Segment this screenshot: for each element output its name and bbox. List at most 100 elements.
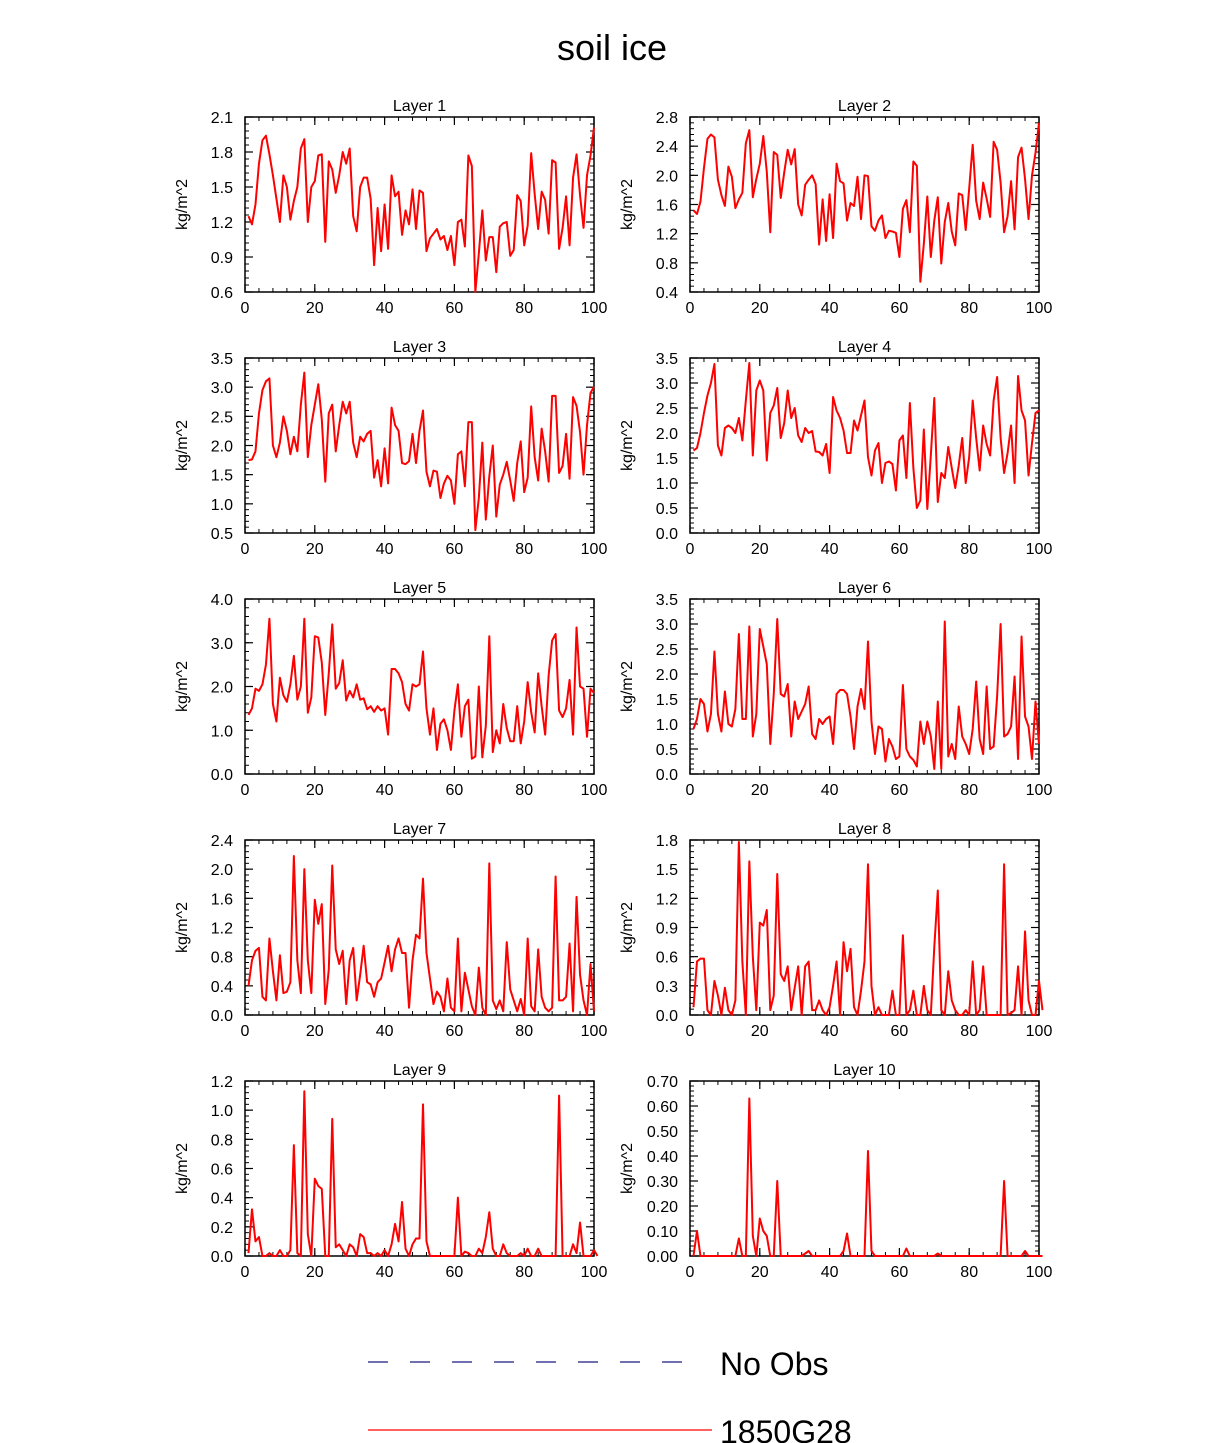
x-tick-label-10-1: 20 — [751, 1264, 769, 1281]
y-tick-label-5-2: 2.0 — [211, 680, 233, 697]
y-tick-label-2-5: 2.4 — [656, 139, 678, 156]
y-tick-label-2-3: 1.6 — [656, 198, 678, 215]
x-tick-label-4-3: 60 — [891, 541, 909, 558]
panel-title-3: Layer 3 — [393, 339, 446, 356]
panel-title-9: Layer 9 — [393, 1062, 446, 1079]
y-tick-label-8-1: 0.3 — [656, 979, 678, 996]
x-tick-label-7-5: 100 — [581, 1023, 608, 1040]
y-tick-label-9-1: 0.2 — [211, 1220, 233, 1237]
y-tick-label-8-6: 1.8 — [656, 833, 678, 850]
plot-frame-6 — [689, 598, 1040, 775]
x-tick-label-7-4: 80 — [515, 1023, 533, 1040]
panel-title-10: Layer 10 — [833, 1062, 895, 1079]
y-tick-label-4-4: 2.0 — [656, 426, 678, 443]
y-tick-label-2-4: 2.0 — [656, 168, 678, 185]
y-tick-label-1-1: 0.9 — [211, 250, 233, 267]
x-tick-label-7-3: 60 — [446, 1023, 464, 1040]
x-tick-label-1-3: 60 — [446, 300, 464, 317]
x-tick-label-7-0: 0 — [241, 1023, 250, 1040]
panel-layer-1: Layer 1 kg/m^2 0 20 40 60 80 100 0.6 0.9 1.2 1.5 1.8… — [174, 98, 607, 317]
x-tick-label-10-3: 60 — [891, 1264, 909, 1281]
y-axis-label-3: kg/m^2 — [174, 420, 191, 471]
x-tick-label-4-0: 0 — [686, 541, 695, 558]
y-tick-label-3-2: 1.5 — [211, 468, 233, 485]
x-tick-label-3-0: 0 — [241, 541, 250, 558]
y-tick-label-2-1: 0.8 — [656, 256, 678, 273]
y-tick-label-4-5: 2.5 — [656, 401, 678, 418]
x-tick-label-6-0: 0 — [686, 782, 695, 799]
x-tick-label-9-2: 40 — [376, 1264, 394, 1281]
plot-frame-2 — [689, 116, 1040, 293]
panels: Layer 1 kg/m^2 0 20 40 60 80 100 0.6 0.9 1.2 1.5 1.8… — [174, 98, 1052, 1281]
panel-layer-2: Layer 2 kg/m^2 0 20 40 60 80 100 0.4 0.8 1.2 1.6 2.0… — [619, 98, 1052, 317]
y-tick-label-8-2: 0.6 — [656, 950, 678, 967]
x-tick-label-8-0: 0 — [686, 1023, 695, 1040]
panel-title-2: Layer 2 — [838, 98, 891, 115]
y-tick-label-4-2: 1.0 — [656, 476, 678, 493]
series-line-1 — [247, 127, 595, 293]
x-tick-label-4-1: 20 — [751, 541, 769, 558]
x-tick-label-5-0: 0 — [241, 782, 250, 799]
y-tick-label-8-3: 0.9 — [656, 921, 678, 938]
x-tick-label-5-1: 20 — [306, 782, 324, 799]
y-tick-label-4-6: 3.0 — [656, 376, 678, 393]
x-tick-label-5-3: 60 — [446, 782, 464, 799]
x-tick-label-8-2: 40 — [821, 1023, 839, 1040]
y-tick-label-10-2: 0.20 — [647, 1199, 678, 1216]
y-tick-label-10-3: 0.30 — [647, 1174, 678, 1191]
x-tick-label-6-3: 60 — [891, 782, 909, 799]
x-tick-label-1-1: 20 — [306, 300, 324, 317]
x-tick-label-2-5: 100 — [1026, 300, 1053, 317]
x-tick-label-3-4: 80 — [515, 541, 533, 558]
panel-title-8: Layer 8 — [838, 821, 891, 838]
panel-title-7: Layer 7 — [393, 821, 446, 838]
x-tick-label-4-5: 100 — [1026, 541, 1053, 558]
y-tick-label-3-4: 2.5 — [211, 409, 233, 426]
series-line-9 — [247, 1090, 599, 1257]
y-tick-label-9-5: 1.0 — [211, 1103, 233, 1120]
x-tick-label-8-1: 20 — [751, 1023, 769, 1040]
y-tick-label-4-1: 0.5 — [656, 501, 678, 518]
y-tick-label-5-3: 3.0 — [211, 636, 233, 653]
x-tick-label-10-0: 0 — [686, 1264, 695, 1281]
panel-layer-7: Layer 7 kg/m^2 0 20 40 60 80 100 0.0 0.4 0.8 1.2 1.6… — [174, 821, 607, 1040]
series-line-8 — [692, 840, 1044, 1016]
x-tick-label-1-5: 100 — [581, 300, 608, 317]
series-line-3 — [248, 371, 595, 532]
y-axis-label-8: kg/m^2 — [619, 902, 636, 953]
panel-layer-6: Layer 6 kg/m^2 0 20 40 60 80 100 0.0 0.5 1.0 1.5 2.0… — [619, 580, 1052, 799]
y-tick-label-1-2: 1.2 — [211, 215, 233, 232]
y-tick-label-2-0: 0.4 — [656, 285, 678, 302]
plot-frame-1 — [244, 116, 595, 293]
y-axis-label-7: kg/m^2 — [174, 902, 191, 953]
y-tick-label-10-4: 0.40 — [647, 1149, 678, 1166]
y-tick-label-2-2: 1.2 — [656, 227, 678, 244]
x-tick-label-9-5: 100 — [581, 1264, 608, 1281]
y-tick-label-9-3: 0.6 — [211, 1162, 233, 1179]
y-tick-label-7-5: 2.0 — [211, 862, 233, 879]
x-tick-label-2-0: 0 — [686, 300, 695, 317]
x-tick-label-4-2: 40 — [821, 541, 839, 558]
x-tick-label-10-5: 100 — [1026, 1264, 1053, 1281]
y-tick-label-3-1: 1.0 — [211, 497, 233, 514]
x-tick-label-5-5: 100 — [581, 782, 608, 799]
y-tick-label-3-6: 3.5 — [211, 351, 233, 368]
y-tick-label-6-6: 3.0 — [656, 617, 678, 634]
y-tick-label-6-7: 3.5 — [656, 592, 678, 609]
y-tick-label-1-3: 1.5 — [211, 180, 233, 197]
y-tick-label-1-5: 2.1 — [211, 110, 233, 127]
y-tick-label-8-4: 1.2 — [656, 891, 678, 908]
legend-label-1850g28: 1850G28 — [720, 1414, 852, 1443]
plot-frame-4 — [689, 357, 1040, 534]
y-tick-label-3-5: 3.0 — [211, 380, 233, 397]
panel-layer-3: Layer 3 kg/m^2 0 20 40 60 80 100 0.5 1.0 1.5 2.0 2.5… — [174, 339, 607, 558]
y-tick-label-6-2: 1.0 — [656, 717, 678, 734]
x-tick-label-9-0: 0 — [241, 1264, 250, 1281]
y-tick-label-8-5: 1.5 — [656, 862, 678, 879]
y-tick-label-9-6: 1.2 — [211, 1074, 233, 1091]
y-tick-label-7-2: 0.8 — [211, 950, 233, 967]
y-axis-label-9: kg/m^2 — [174, 1143, 191, 1194]
y-tick-label-6-4: 2.0 — [656, 667, 678, 684]
x-tick-label-9-1: 20 — [306, 1264, 324, 1281]
